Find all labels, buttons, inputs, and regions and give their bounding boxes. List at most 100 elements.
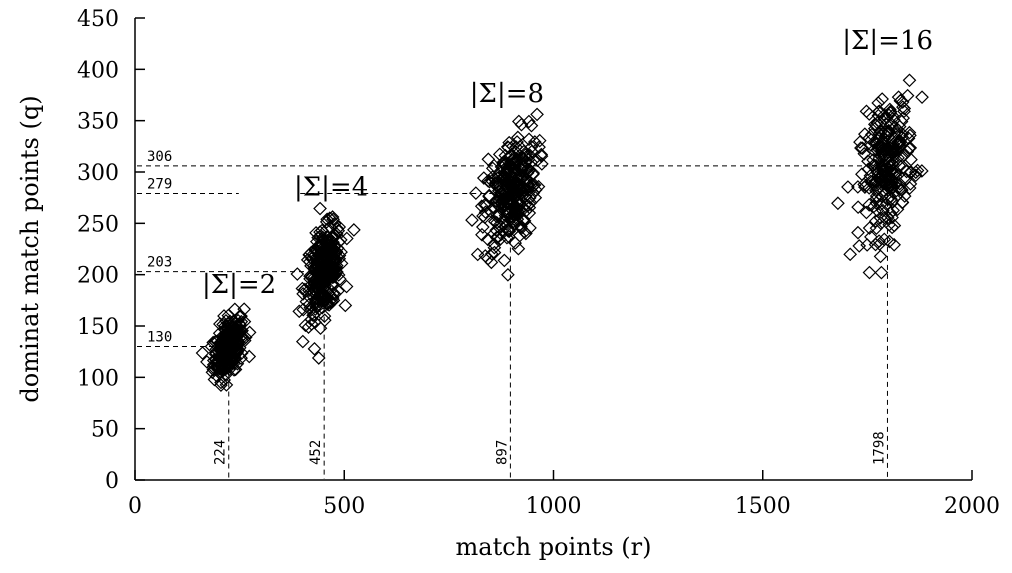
data-point-group-3 <box>484 255 499 270</box>
data-point-group-4 <box>855 167 869 182</box>
y-tick-label: 0 <box>105 469 119 494</box>
data-point-group-4 <box>889 166 903 181</box>
data-point-group-3 <box>501 165 516 180</box>
data-point-group-1 <box>224 351 238 366</box>
data-points <box>195 73 929 393</box>
data-point-group-4 <box>915 90 929 105</box>
data-point-group-2 <box>319 268 334 283</box>
data-point-group-2 <box>315 300 330 315</box>
data-point-group-3 <box>491 168 506 183</box>
group-label: |Σ|=8 <box>470 79 544 109</box>
data-point-group-2 <box>309 225 323 240</box>
data-point-group-4 <box>897 104 911 119</box>
data-point-group-2 <box>313 321 328 336</box>
data-point-group-2 <box>304 317 319 331</box>
data-point-group-4 <box>891 181 905 195</box>
data-point-group-3 <box>508 187 523 201</box>
data-point-group-2 <box>310 265 325 279</box>
vertical-reference-label: 452 <box>308 440 324 465</box>
data-point-group-4 <box>895 195 910 210</box>
data-point-group-2 <box>302 248 317 262</box>
data-point-group-3 <box>497 198 512 213</box>
data-point-group-1 <box>207 372 222 387</box>
data-point-group-1 <box>242 349 257 364</box>
data-point-group-4 <box>890 122 905 137</box>
data-point-group-2 <box>339 231 354 246</box>
data-point-group-2 <box>321 230 336 245</box>
data-point-group-3 <box>502 135 517 150</box>
data-point-group-4 <box>854 141 868 155</box>
vertical-reference-label: 897 <box>494 440 510 465</box>
data-point-group-3 <box>494 187 508 201</box>
data-point-group-3 <box>502 229 516 244</box>
horizontal-reference-label: 130 <box>147 330 172 346</box>
data-point-group-2 <box>301 320 316 334</box>
data-point-group-4 <box>886 203 900 218</box>
data-point-group-2 <box>303 303 318 318</box>
data-point-group-1 <box>234 346 249 360</box>
data-point-group-1 <box>216 328 231 343</box>
data-point-group-2 <box>310 292 325 306</box>
data-point-group-4 <box>841 180 855 194</box>
data-point-group-2 <box>338 298 353 313</box>
data-point-group-3 <box>469 186 483 200</box>
data-point-group-2 <box>322 211 337 226</box>
data-point-group-2 <box>290 267 305 281</box>
data-point-group-3 <box>486 200 501 215</box>
data-point-group-4 <box>876 156 891 171</box>
data-point-group-4 <box>868 237 883 252</box>
data-point-group-1 <box>237 314 252 329</box>
data-point-group-2 <box>316 230 330 245</box>
data-point-group-2 <box>325 294 340 309</box>
data-point-group-4 <box>881 192 895 207</box>
data-point-group-4 <box>903 177 918 191</box>
data-point-group-3 <box>528 183 543 197</box>
data-point-group-4 <box>876 203 890 218</box>
data-point-group-1 <box>230 344 245 359</box>
data-point-group-1 <box>210 355 225 370</box>
data-point-group-4 <box>871 176 886 191</box>
data-point-group-2 <box>314 290 329 305</box>
data-point-group-4 <box>883 206 898 221</box>
data-point-group-2 <box>318 256 332 271</box>
data-point-group-4 <box>843 247 858 262</box>
data-point-group-1 <box>195 346 210 360</box>
data-point-group-3 <box>521 152 536 167</box>
data-point-group-3 <box>526 186 541 200</box>
data-point-group-1 <box>219 378 234 392</box>
data-point-group-2 <box>310 274 325 289</box>
data-point-group-1 <box>218 361 233 376</box>
y-tick-label: 100 <box>77 366 119 391</box>
data-point-group-2 <box>328 247 343 261</box>
data-point-group-3 <box>487 240 502 255</box>
data-point-group-1 <box>217 341 231 356</box>
data-point-group-3 <box>532 133 547 148</box>
x-tick-label: 1500 <box>735 494 791 519</box>
data-point-group-3 <box>522 132 536 147</box>
data-point-group-4 <box>902 125 917 140</box>
data-point-group-4 <box>887 237 901 252</box>
data-point-group-4 <box>902 141 916 156</box>
data-point-group-2 <box>320 271 334 285</box>
data-point-group-4 <box>874 124 888 139</box>
data-point-group-1 <box>217 373 232 387</box>
x-tick-label: 500 <box>323 494 365 519</box>
data-point-group-3 <box>514 117 529 132</box>
data-point-group-3 <box>535 157 549 171</box>
data-point-group-3 <box>521 198 535 213</box>
data-point-group-1 <box>234 324 249 339</box>
data-point-group-3 <box>486 227 501 241</box>
data-point-group-4 <box>875 92 889 106</box>
data-point-group-3 <box>491 177 506 191</box>
data-point-group-3 <box>479 198 494 213</box>
data-point-group-4 <box>877 111 892 126</box>
data-point-group-3 <box>482 188 497 203</box>
data-point-group-4 <box>855 141 870 156</box>
data-point-group-4 <box>862 265 877 280</box>
data-point-group-2 <box>329 227 344 241</box>
data-point-group-3 <box>501 267 515 282</box>
data-point-group-4 <box>857 146 872 161</box>
data-point-group-4 <box>859 205 874 220</box>
data-point-group-4 <box>899 164 914 179</box>
data-point-group-3 <box>477 210 492 225</box>
